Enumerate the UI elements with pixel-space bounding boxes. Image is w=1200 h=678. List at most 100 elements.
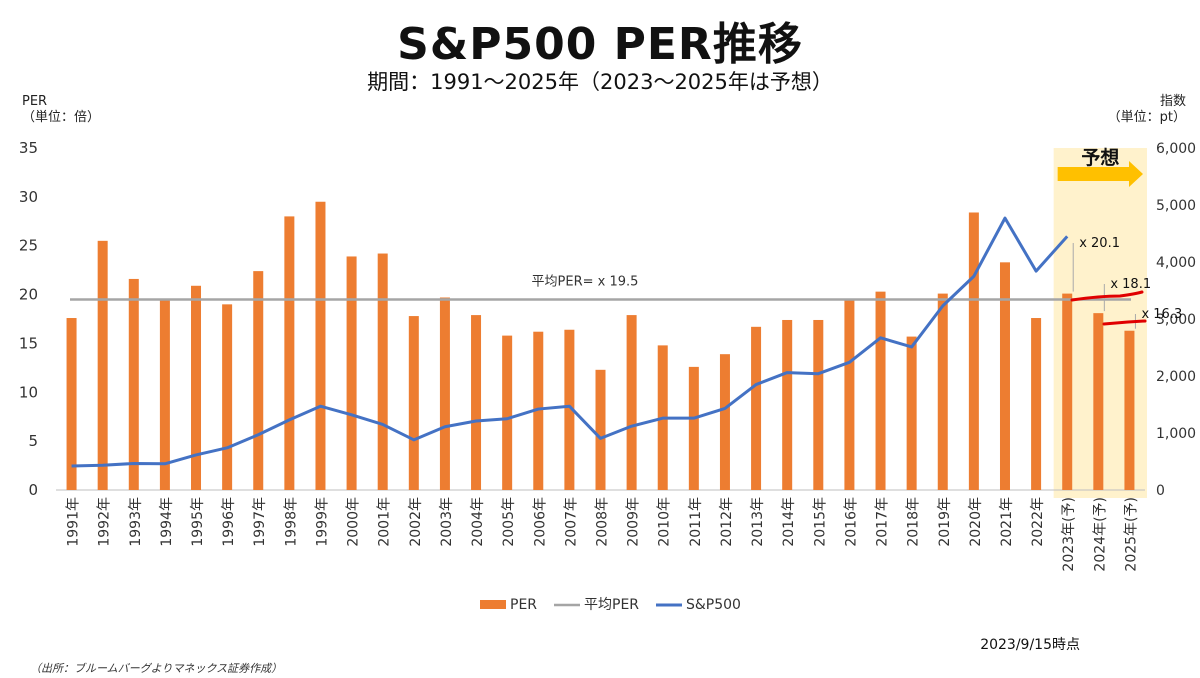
category-label: 2016年 bbox=[843, 497, 859, 547]
category-label: 1992年 bbox=[97, 497, 113, 547]
per-bar bbox=[1093, 313, 1104, 490]
per-bar bbox=[66, 318, 77, 490]
per-bar bbox=[533, 331, 544, 490]
category-label: 2015年 bbox=[812, 497, 828, 547]
per-data-label: x 18.1 bbox=[1110, 277, 1151, 292]
per-bar bbox=[128, 278, 139, 490]
left-tick-label: 20 bbox=[19, 286, 38, 304]
right-axis-title: 指数 （単位：pt） bbox=[1108, 94, 1186, 126]
category-label: 1996年 bbox=[221, 497, 237, 547]
category-label: 2022年 bbox=[1030, 497, 1046, 547]
per-bar bbox=[875, 291, 886, 490]
per-bar bbox=[968, 212, 979, 490]
category-label: 2023年(予) bbox=[1061, 497, 1077, 572]
per-bar bbox=[595, 369, 606, 490]
left-tick-label: 10 bbox=[19, 383, 38, 401]
category-label: 2018年 bbox=[906, 497, 922, 547]
category-label: 2021年 bbox=[999, 497, 1015, 547]
category-label: 2001年 bbox=[377, 497, 393, 547]
category-label: 1997年 bbox=[252, 497, 268, 547]
left-axis-title-line2: （単位：倍） bbox=[22, 110, 101, 125]
per-bar bbox=[191, 285, 202, 490]
right-axis-title-line1: 指数 bbox=[1159, 94, 1186, 109]
per-bar bbox=[315, 201, 326, 490]
category-label: 2012年 bbox=[719, 497, 735, 547]
per-bar bbox=[439, 297, 450, 490]
left-tick-label: 30 bbox=[19, 188, 38, 206]
per-bar bbox=[564, 329, 575, 490]
average-per-label: 平均PER= x 19.5 bbox=[532, 274, 639, 289]
per-bar bbox=[284, 216, 295, 490]
legend-label-per: PER bbox=[510, 597, 537, 613]
left-tick-label: 25 bbox=[19, 237, 38, 255]
category-label: 1999年 bbox=[314, 497, 330, 547]
left-tick-label: 35 bbox=[19, 139, 38, 157]
chart-title: S&P500 PER推移 bbox=[397, 19, 803, 70]
per-bar bbox=[97, 240, 108, 490]
per-data-label: x 20.1 bbox=[1079, 236, 1120, 251]
right-tick-label: 3,000 bbox=[1156, 312, 1196, 328]
right-tick-label: 0 bbox=[1156, 483, 1165, 499]
right-tick-label: 2,000 bbox=[1156, 369, 1196, 385]
per-bar bbox=[253, 271, 264, 490]
red-annotation-2 bbox=[1102, 319, 1147, 326]
forecast-label: 予想 bbox=[1081, 146, 1119, 169]
category-label: 1991年 bbox=[66, 497, 82, 547]
category-label: 2017年 bbox=[875, 497, 891, 547]
per-bar bbox=[999, 262, 1010, 490]
per-bar bbox=[377, 253, 388, 490]
per-bar bbox=[813, 319, 824, 490]
forecast-arrow bbox=[1057, 161, 1143, 187]
right-tick-label: 1,000 bbox=[1156, 426, 1196, 442]
per-bar bbox=[222, 304, 233, 490]
category-label: 2008年 bbox=[595, 497, 611, 547]
legend-label-sp500: S&P500 bbox=[686, 597, 741, 613]
category-label: 1995年 bbox=[190, 497, 206, 547]
chart-subtitle: 期間：1991～2025年（2023～2025年は予想） bbox=[367, 70, 833, 94]
per-bar bbox=[751, 326, 762, 490]
category-label: 2014年 bbox=[781, 497, 797, 547]
per-bar bbox=[408, 316, 419, 490]
right-tick-label: 5,000 bbox=[1156, 198, 1196, 214]
category-label: 2010年 bbox=[657, 497, 673, 547]
per-bar bbox=[906, 336, 917, 490]
per-bar bbox=[346, 256, 357, 490]
category-label: 2006年 bbox=[532, 497, 548, 547]
legend-label-average: 平均PER bbox=[584, 597, 639, 613]
per-bar bbox=[1124, 330, 1135, 490]
per-bar bbox=[844, 300, 855, 490]
right-tick-label: 6,000 bbox=[1156, 141, 1196, 157]
left-axis-title: PER （単位：倍） bbox=[22, 94, 100, 126]
category-label: 2025年(予) bbox=[1123, 497, 1139, 572]
category-label: 1994年 bbox=[159, 497, 175, 547]
left-axis-title-line1: PER bbox=[22, 94, 48, 109]
per-bar bbox=[719, 354, 730, 490]
category-label: 2024年(予) bbox=[1092, 497, 1108, 572]
per-bar bbox=[1031, 318, 1042, 490]
per-bar bbox=[688, 366, 699, 490]
left-tick-label: 15 bbox=[19, 334, 38, 352]
category-label: 2020年 bbox=[968, 497, 984, 547]
sp500-line bbox=[71, 216, 1069, 468]
category-label: 2019年 bbox=[937, 497, 953, 547]
category-label: 2002年 bbox=[408, 497, 424, 547]
left-tick-label: 5 bbox=[28, 432, 38, 450]
left-tick-label: 0 bbox=[28, 481, 38, 499]
category-label: 2004年 bbox=[470, 497, 486, 547]
category-label: 2011年 bbox=[688, 497, 704, 547]
per-bar bbox=[471, 315, 482, 490]
category-label: 2000年 bbox=[346, 497, 362, 547]
category-label: 2005年 bbox=[501, 497, 517, 547]
category-label: 2013年 bbox=[750, 497, 766, 547]
per-bar bbox=[937, 293, 948, 490]
per-bar bbox=[782, 319, 793, 490]
per-bar bbox=[159, 300, 170, 490]
category-label: 1998年 bbox=[283, 497, 299, 547]
legend-swatch-per bbox=[480, 600, 506, 609]
as-of-date: 2023/9/15時点 bbox=[980, 637, 1080, 653]
right-tick-label: 4,000 bbox=[1156, 255, 1196, 271]
per-data-label: x 16.3 bbox=[1141, 307, 1182, 322]
category-label: 2007年 bbox=[563, 497, 579, 547]
per-bar bbox=[1062, 293, 1073, 490]
